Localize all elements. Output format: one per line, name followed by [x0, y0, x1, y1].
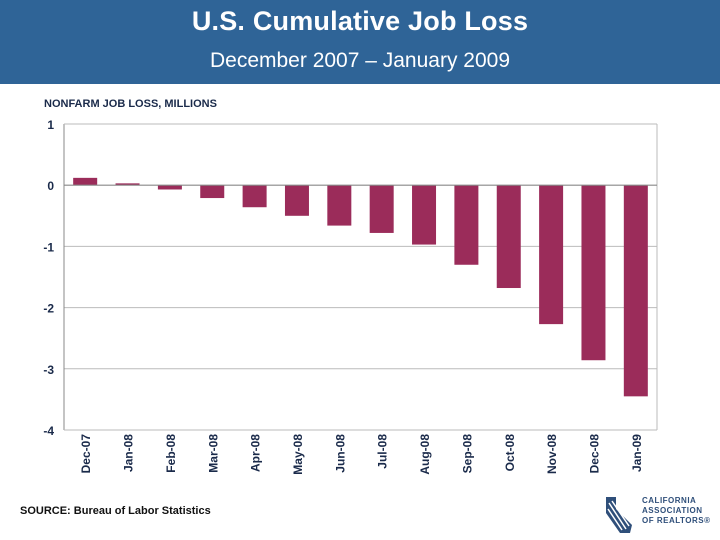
- x-tick-label: Dec-08: [587, 434, 601, 474]
- bar-feb-08: [157, 185, 182, 190]
- bar-dec-07: [73, 177, 98, 186]
- bar-dec-08: [581, 185, 606, 361]
- y-tick-label: -3: [43, 363, 54, 377]
- bar-nov-08: [539, 185, 564, 325]
- x-tick-label: May-08: [291, 434, 305, 475]
- bar-mar-08: [200, 185, 225, 199]
- bar-jan-08: [115, 183, 140, 186]
- gridlines: [64, 123, 657, 431]
- logo-line-1: CALIFORNIA: [642, 496, 697, 505]
- bar-jan-09: [623, 185, 648, 397]
- source-note: SOURCE: Bureau of Labor Statistics: [20, 505, 211, 517]
- slide-subtitle: December 2007 – January 2009: [209, 49, 511, 72]
- y-axis-label: NONFARM JOB LOSS, MILLIONS: [44, 98, 217, 110]
- bar-jul-08: [369, 185, 394, 233]
- header-banner: U.S. Cumulative Job Loss December 2007 –…: [0, 0, 720, 84]
- bars: [73, 177, 648, 397]
- tick-labels: 1 0 -1 -2 -3 -4 Dec-07 Jan-08 Feb-08 Mar-08 Apr-08…: [43, 118, 643, 475]
- x-tick-label: Apr-08: [249, 434, 263, 472]
- x-tick-label: Nov-08: [545, 434, 559, 474]
- x-tick-label: Sep-08: [460, 434, 474, 474]
- x-tick-label: Jul-08: [376, 434, 390, 469]
- california-state-shield-icon: [606, 497, 632, 533]
- bar-oct-08: [496, 185, 521, 289]
- logo-line-3: OF REALTORS®: [642, 516, 711, 525]
- bar-apr-08: [242, 185, 267, 208]
- y-tick-label: 1: [47, 118, 54, 132]
- x-tick-label: Jan-09: [630, 434, 644, 472]
- x-tick-label: Oct-08: [503, 434, 517, 472]
- y-tick-label: -2: [43, 302, 54, 316]
- bar-may-08: [284, 185, 309, 216]
- x-tick-label: Dec-07: [79, 434, 93, 474]
- x-tick-label: Feb-08: [164, 434, 178, 473]
- y-tick-label: -1: [43, 240, 54, 254]
- y-tick-label: 0: [47, 179, 54, 193]
- logo-line-2: ASSOCIATION: [642, 506, 703, 515]
- slide-title: U.S. Cumulative Job Loss: [191, 6, 529, 36]
- bar-jun-08: [327, 185, 352, 226]
- x-tick-label: Jan-08: [122, 434, 136, 472]
- car-logo: CALIFORNIA ASSOCIATION OF REALTORS®: [600, 493, 716, 535]
- x-tick-label: Mar-08: [206, 434, 220, 473]
- x-tick-label: Aug-08: [418, 434, 432, 475]
- x-tick-label: Jun-08: [333, 434, 347, 473]
- y-tick-label: -4: [43, 424, 54, 438]
- axes: [63, 123, 658, 431]
- bar-sep-08: [454, 185, 479, 265]
- bar-aug-08: [412, 185, 437, 245]
